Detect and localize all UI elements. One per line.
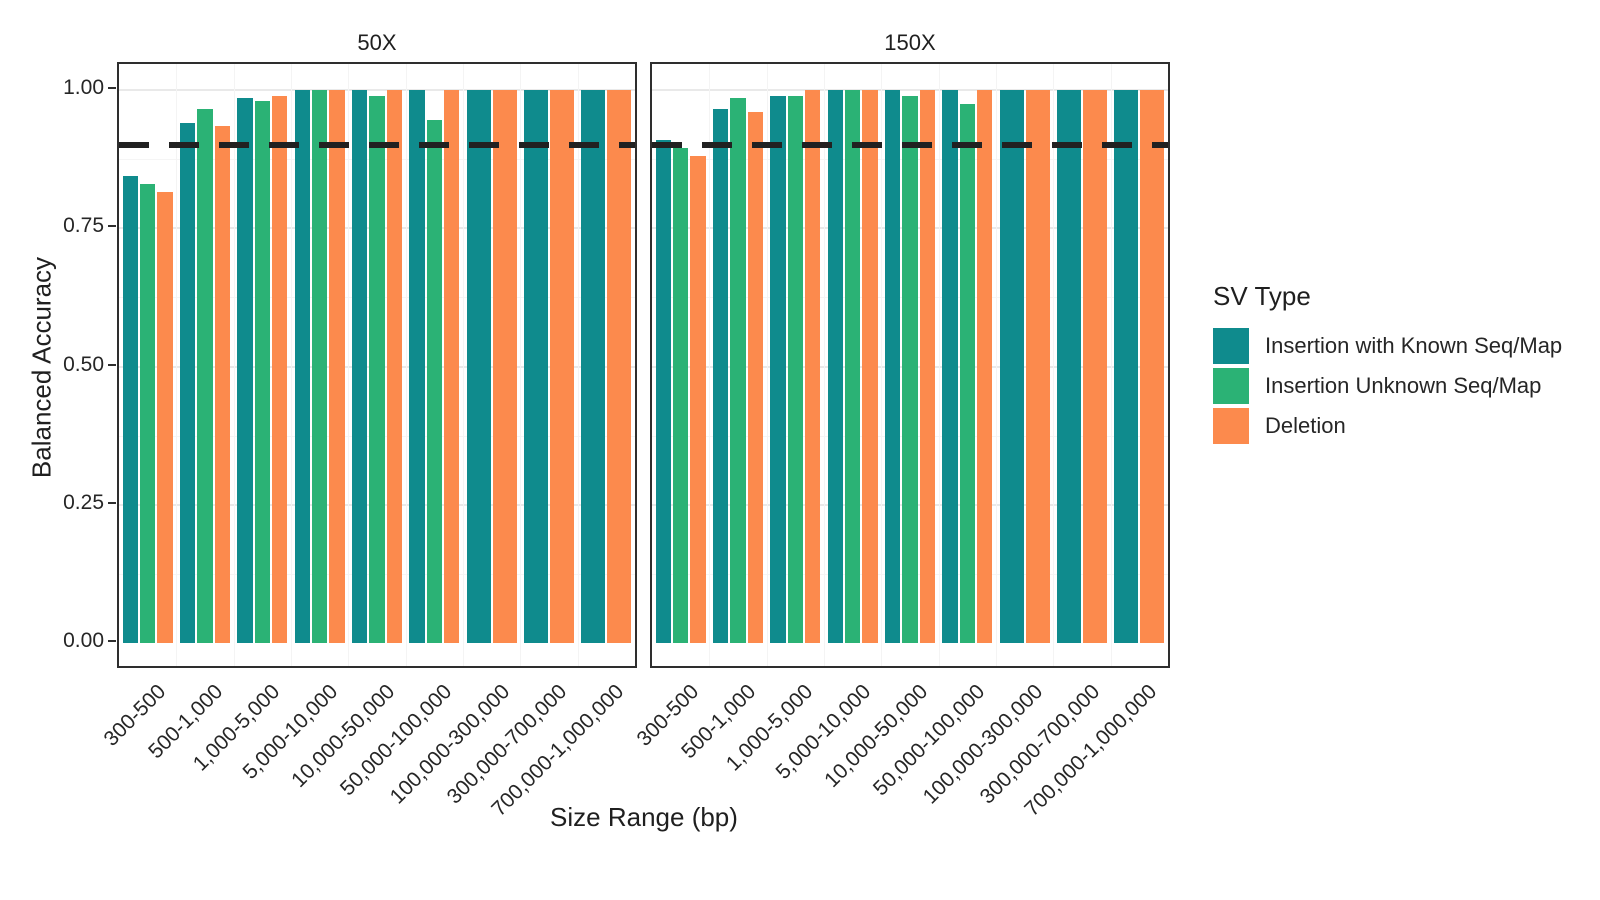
gridline-vertical (824, 64, 825, 666)
bar (140, 184, 156, 643)
legend-swatch (1213, 408, 1249, 444)
bar (977, 90, 993, 643)
bar (254, 101, 270, 643)
gridline-vertical (1053, 64, 1055, 666)
bar (329, 90, 345, 643)
legend: SV Type Insertion with Known Seq/Map Inse… (1213, 281, 1562, 448)
bar (524, 90, 548, 643)
bar (673, 148, 689, 643)
bar (409, 90, 425, 643)
bar (352, 90, 368, 643)
bar (1114, 90, 1139, 643)
bar (827, 90, 843, 643)
bar (180, 123, 196, 643)
facet-panel (650, 62, 1170, 668)
bar (1083, 90, 1107, 643)
bar (1025, 90, 1050, 643)
gridline-major (652, 89, 1168, 91)
facet-title: 150X (884, 30, 936, 55)
bar (122, 175, 138, 643)
bar (466, 90, 491, 643)
legend-label: Insertion Unknown Seq/Map (1265, 373, 1542, 398)
legend-title: SV Type (1213, 281, 1311, 311)
gridline-vertical (463, 64, 464, 666)
y-tick-mark (108, 225, 116, 228)
facet-panel (117, 62, 637, 668)
gridline-vertical (709, 64, 711, 666)
bar (885, 90, 901, 643)
y-tick-mark (108, 87, 116, 89)
bar (1057, 90, 1081, 643)
bar (197, 109, 213, 643)
y-tick-label: 0.00 (63, 629, 104, 652)
legend-swatch (1213, 368, 1249, 404)
bar (862, 90, 878, 643)
gridline-vertical (766, 64, 768, 666)
legend-swatch (1213, 328, 1249, 364)
y-tick-mark (108, 640, 116, 642)
bar (492, 90, 517, 643)
gridline-vertical (881, 64, 883, 666)
legend-label: Deletion (1265, 413, 1346, 438)
reference-line (119, 142, 635, 149)
bar (157, 192, 173, 643)
gridline-vertical (405, 64, 407, 666)
facet-title: 50X (357, 30, 397, 55)
gridline-vertical (938, 64, 940, 666)
bar (805, 90, 821, 643)
gridline-vertical (1110, 64, 1112, 666)
gridline-vertical (577, 64, 579, 666)
y-tick-mark (108, 501, 116, 504)
bar (919, 90, 935, 643)
bar (655, 139, 671, 643)
bar (581, 90, 606, 643)
legend-item: Insertion with Known Seq/Map (1213, 328, 1562, 364)
gridline-vertical (176, 64, 178, 666)
bar (902, 95, 918, 643)
gridline-vertical (291, 64, 292, 666)
bar (690, 156, 706, 643)
bar (294, 90, 310, 643)
gridline-vertical (233, 64, 235, 666)
bar (369, 95, 385, 643)
bar (999, 90, 1024, 643)
bar (730, 98, 746, 643)
x-axis-title: Size Range (bp) (550, 802, 738, 832)
legend-items: Insertion with Known Seq/Map Insertion Un… (1213, 328, 1562, 444)
legend-label: Insertion with Known Seq/Map (1265, 333, 1563, 358)
bar (386, 90, 402, 643)
gridline-vertical (996, 64, 997, 666)
legend-item: Deletion (1213, 408, 1562, 444)
bar (237, 98, 253, 643)
bar (426, 120, 442, 643)
y-tick-mark (108, 363, 116, 366)
bar (1140, 90, 1165, 643)
bar (713, 109, 729, 643)
legend-item: Insertion Unknown Seq/Map (1213, 368, 1562, 404)
y-tick-label: 0.50 (63, 352, 104, 376)
gridline-vertical (520, 64, 522, 666)
bar (312, 90, 328, 643)
bar (444, 90, 460, 643)
y-tick-label: 0.75 (63, 214, 104, 238)
bar (942, 90, 958, 643)
gridline-vertical (348, 64, 350, 666)
gridline-major (119, 89, 635, 91)
bar (607, 90, 632, 643)
reference-line (652, 142, 1168, 149)
bar (959, 103, 975, 643)
y-tick-label: 1.00 (63, 76, 104, 99)
bar (787, 95, 803, 643)
bar (845, 90, 861, 643)
bar (770, 95, 786, 643)
bar (272, 95, 288, 643)
bar (747, 112, 763, 643)
bar (550, 90, 574, 643)
y-tick-label: 0.25 (63, 490, 104, 514)
bar (214, 125, 230, 643)
